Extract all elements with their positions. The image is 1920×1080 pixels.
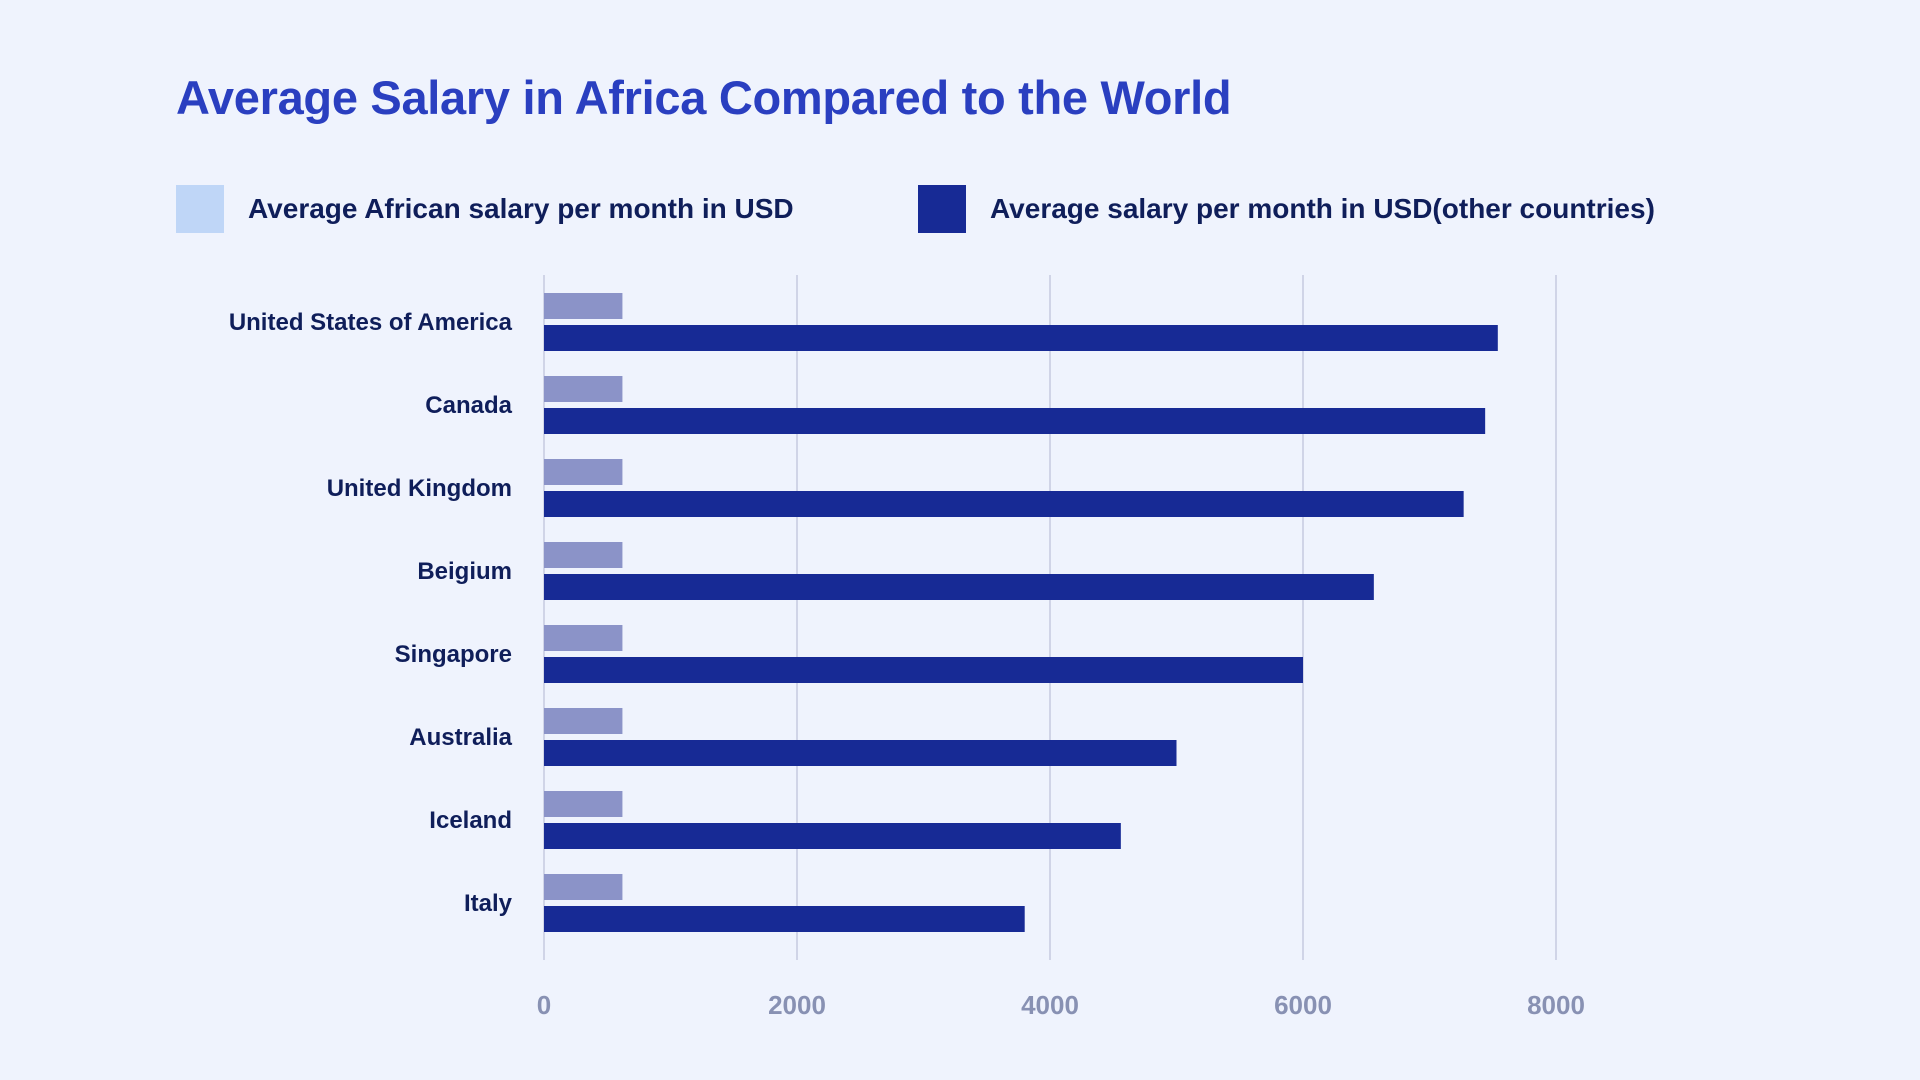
bar-african-canada (544, 376, 623, 402)
legend-label-other-countries: Average salary per month in USD(other co… (990, 193, 1655, 224)
category-label-iceland: Iceland (429, 807, 512, 834)
bar-other-canada (544, 408, 1486, 434)
bar-other-australia (544, 740, 1177, 766)
category-label-united-states-of-america: United States of America (229, 309, 513, 336)
bar-african-united-kingdom (544, 459, 623, 485)
legend-label-african: Average African salary per month in USD (248, 193, 794, 224)
category-label-united-kingdom: United Kingdom (327, 475, 512, 502)
bar-african-australia (544, 708, 623, 734)
x-tick-label-0: 0 (537, 990, 551, 1020)
x-tick-label-2000: 2000 (768, 990, 826, 1020)
bar-african-beigium (544, 542, 623, 568)
category-label-canada: Canada (425, 392, 512, 419)
bar-african-iceland (544, 791, 623, 817)
x-tick-label-4000: 4000 (1021, 990, 1079, 1020)
category-label-italy: Italy (464, 890, 513, 917)
bar-other-iceland (544, 823, 1121, 849)
category-label-australia: Australia (409, 724, 512, 751)
bar-other-beigium (544, 574, 1374, 600)
chart-title: Average Salary in Africa Compared to the… (176, 71, 1232, 124)
x-tick-label-6000: 6000 (1274, 990, 1332, 1020)
bar-other-singapore (544, 657, 1303, 683)
bar-african-singapore (544, 625, 623, 651)
x-tick-label-8000: 8000 (1527, 990, 1585, 1020)
bar-other-united-kingdom (544, 491, 1464, 517)
legend-swatch-african (176, 185, 224, 233)
legend-swatch-other-countries (918, 185, 966, 233)
category-label-beigium: Beigium (417, 558, 512, 585)
bar-other-italy (544, 906, 1025, 932)
bar-african-united-states-of-america (544, 293, 623, 319)
bar-african-italy (544, 874, 623, 900)
category-label-singapore: Singapore (395, 641, 512, 668)
bar-other-united-states-of-america (544, 325, 1498, 351)
